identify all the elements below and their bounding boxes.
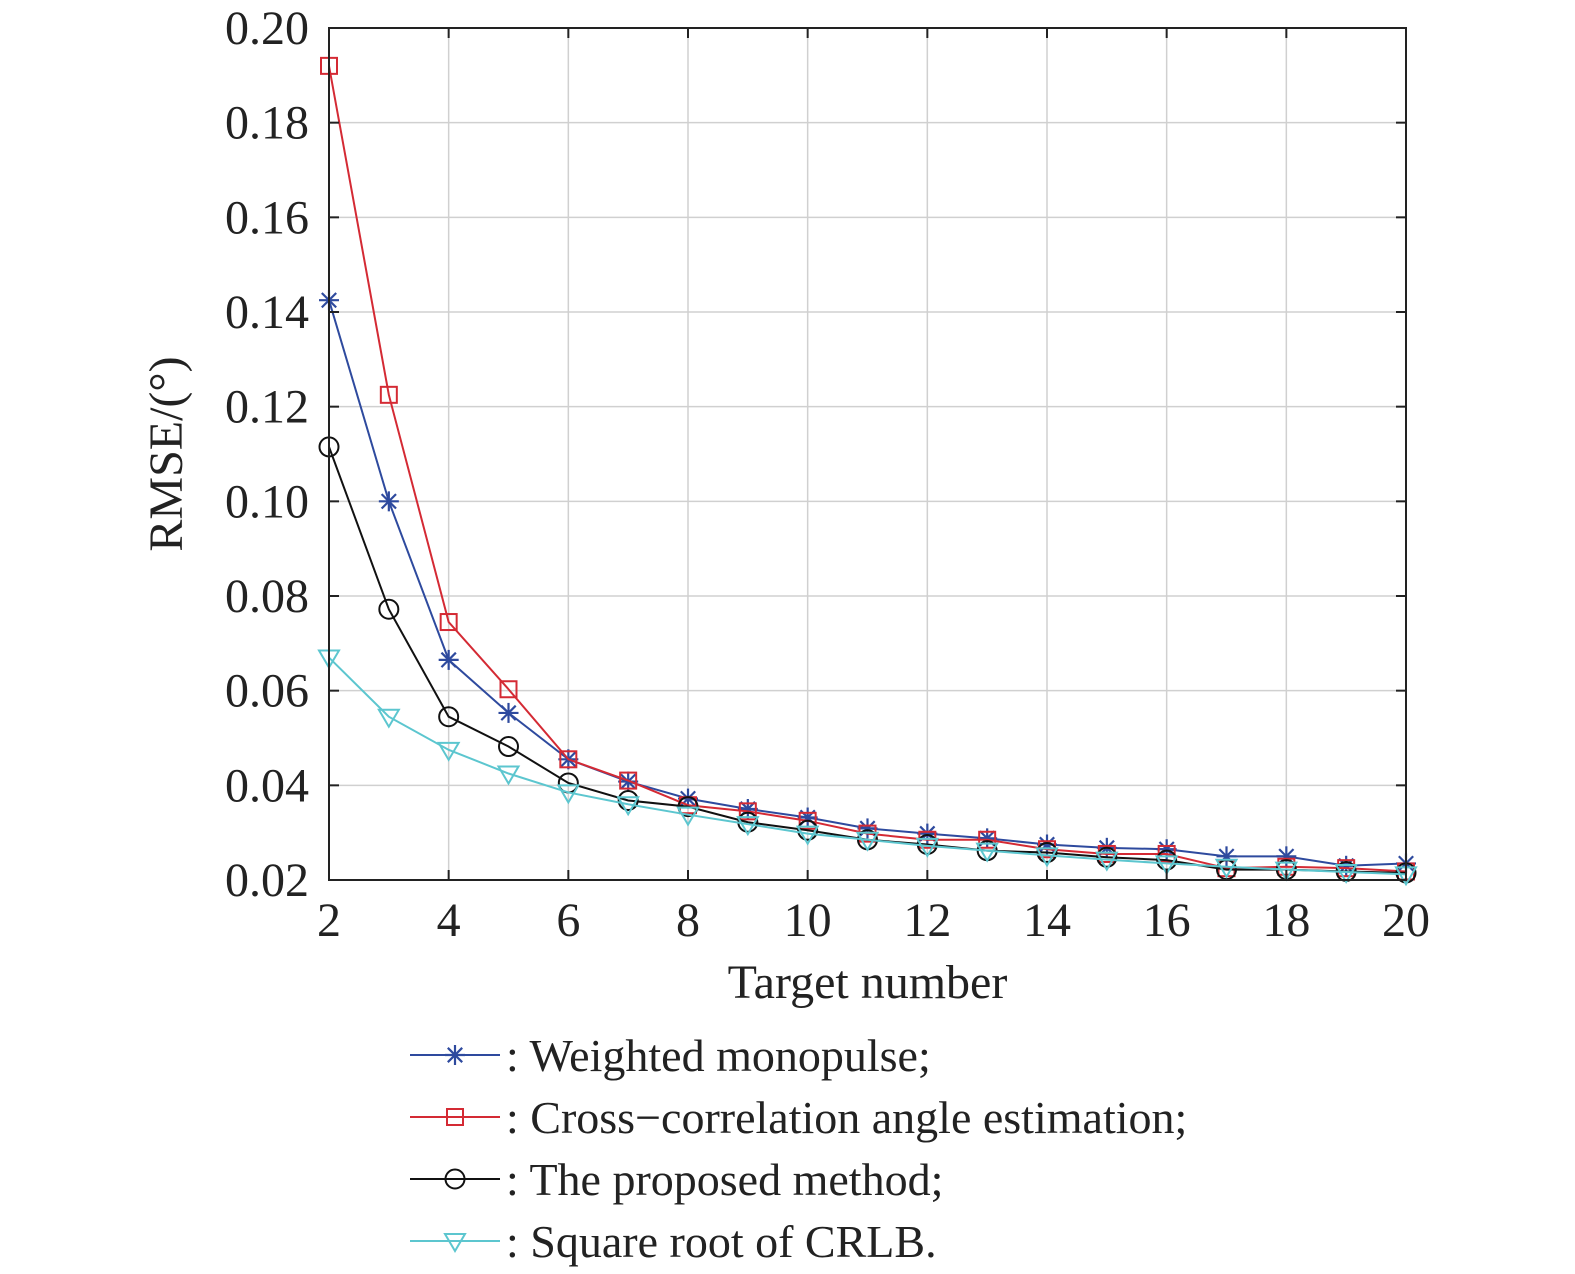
- data-point-marker: [378, 598, 400, 620]
- y-tick-label: 0.16: [225, 191, 309, 244]
- data-point-marker: [617, 789, 639, 811]
- y-tick-label: 0.02: [225, 854, 309, 907]
- x-tick-label: 2: [317, 894, 341, 947]
- legend-label: : Weighted monopulse;: [506, 1030, 931, 1081]
- data-point-marker: [915, 837, 940, 858]
- y-tick-label: 0.12: [225, 381, 309, 434]
- y-tick-label: 0.04: [225, 759, 309, 812]
- series-lines: [317, 56, 1418, 887]
- data-point-marker: [556, 784, 581, 805]
- data-point-marker: [1036, 842, 1058, 864]
- legend-label: : Square root of CRLB.: [506, 1216, 937, 1267]
- data-point-marker: [616, 796, 640, 817]
- x-tick-label: 6: [556, 894, 580, 947]
- y-tick-label: 0.14: [225, 286, 309, 339]
- data-point-marker: [1035, 847, 1059, 868]
- x-tick-label: 8: [676, 894, 700, 947]
- legend-label: : The proposed method;: [506, 1154, 943, 1205]
- x-tick-label: 18: [1262, 894, 1310, 947]
- legend-item: : Square root of CRLB.: [410, 1216, 937, 1267]
- data-point-marker: [855, 831, 880, 852]
- x-axis-ticks: 2 4 6 8 10 12 14 16 18 20: [317, 28, 1430, 947]
- data-point-marker: [1095, 851, 1119, 872]
- legend-item: : Weighted monopulse;: [410, 1030, 931, 1081]
- legend-marker: [445, 1045, 465, 1065]
- y-tick-label: 0.18: [225, 97, 309, 150]
- series-2: [320, 56, 1415, 881]
- x-tick-label: 20: [1382, 894, 1430, 947]
- data-point-marker: [797, 819, 819, 841]
- y-tick-label: 0.08: [225, 570, 309, 623]
- x-tick-label: 4: [437, 894, 461, 947]
- data-point-marker: [498, 736, 519, 758]
- x-tick-label: 10: [784, 894, 832, 947]
- data-point-marker: [436, 741, 461, 762]
- data-point-marker: [438, 649, 459, 670]
- data-point-marker: [439, 613, 458, 632]
- legend-marker: [446, 1108, 464, 1126]
- data-point-marker: [795, 825, 820, 846]
- data-point-marker: [1334, 863, 1358, 884]
- x-axis-label: Target number: [728, 956, 1008, 1009]
- data-point-marker: [978, 830, 997, 849]
- legend-marker: [444, 1168, 466, 1190]
- data-point-marker: [676, 806, 700, 827]
- data-point-marker: [438, 706, 460, 728]
- legend-marker: [443, 1233, 467, 1253]
- y-axis-ticks: 0.02 0.04 0.06 0.08 0.10 0.12 0.14 0.16 0.18 0.20: [225, 2, 1406, 907]
- data-point-marker: [1274, 861, 1299, 882]
- data-point-marker: [1156, 849, 1178, 871]
- y-axis-label: RMSE/(°): [140, 356, 193, 551]
- y-tick-label: 0.10: [225, 475, 309, 528]
- data-point-marker: [738, 802, 757, 821]
- plot-area-frame: [328, 27, 1407, 881]
- series-line: [328, 65, 1407, 873]
- y-tick-label: 0.06: [225, 665, 309, 718]
- x-tick-label: 12: [903, 894, 951, 947]
- data-point-marker: [496, 765, 521, 786]
- legend-item: : The proposed method;: [410, 1154, 943, 1205]
- series-3: [318, 436, 1417, 884]
- y-tick-label: 0.20: [225, 2, 309, 55]
- series-line: [328, 656, 1407, 876]
- data-point-marker: [379, 385, 398, 404]
- data-point-marker: [975, 842, 999, 863]
- series-1: [319, 290, 1416, 876]
- data-point-marker: [1214, 858, 1239, 879]
- data-point-marker: [1154, 855, 1179, 876]
- data-point-marker: [1096, 846, 1118, 868]
- legend-label: : Cross−correlation angle estimation;: [506, 1092, 1187, 1143]
- data-point-marker: [499, 680, 518, 699]
- series-line: [328, 446, 1407, 874]
- legend: : Weighted monopulse; : Cross−correlation…: [410, 1030, 1187, 1267]
- data-point-marker: [378, 491, 399, 512]
- data-point-marker: [619, 771, 638, 790]
- data-point-marker: [677, 796, 699, 818]
- legend-item: : Cross−correlation angle estimation;: [410, 1092, 1187, 1143]
- grid: [328, 27, 1407, 881]
- x-tick-label: 16: [1143, 894, 1191, 947]
- data-point-marker: [798, 811, 817, 830]
- data-point-marker: [559, 750, 578, 769]
- data-point-marker: [736, 816, 760, 837]
- x-tick-label: 14: [1023, 894, 1071, 947]
- series-4: [317, 649, 1418, 887]
- data-point-marker: [498, 702, 519, 723]
- data-point-marker: [377, 708, 401, 729]
- series-line: [328, 299, 1407, 867]
